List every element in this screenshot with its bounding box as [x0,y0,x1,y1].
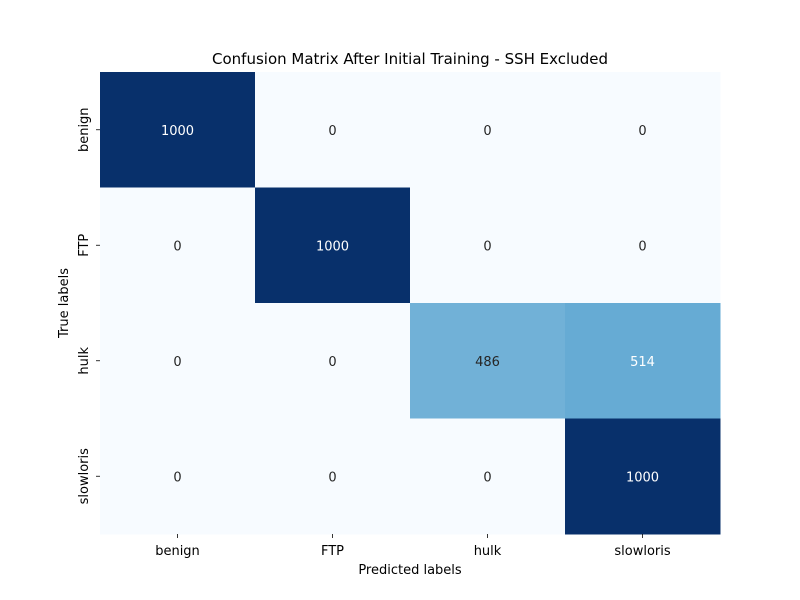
heatmap-cell-slowloris-hulk [410,418,566,535]
y-tick-label: slowloris [77,448,92,504]
heatmap-cell-FTP-FTP [255,187,411,304]
heatmap-cell-benign-slowloris [565,72,721,188]
cell-value-label: 0 [638,239,646,254]
cell-value-label: 0 [173,355,181,370]
heatmap-cell-hulk-FTP [255,303,411,419]
cell-value-label: 486 [475,355,500,370]
x-tick-label: FTP [321,544,344,559]
y-tick-label: benign [77,107,92,152]
heatmap-cell-benign-FTP [255,72,411,188]
cell-value-label: 514 [630,355,655,370]
cell-value-label: 0 [328,124,336,139]
heatmap-cell-slowloris-benign [100,418,256,535]
cell-value-label: 0 [328,355,336,370]
heatmap-cell-slowloris-FTP [255,418,411,535]
heatmap-cell-benign-benign [100,72,256,188]
cell-value-label: 0 [483,124,491,139]
cell-value-label: 0 [173,239,181,254]
cell-value-label: 0 [483,239,491,254]
y-tick-label: FTP [77,234,92,257]
heatmap-cell-benign-hulk [410,72,566,188]
cell-value-label: 0 [328,470,336,485]
heatmap-cell-FTP-slowloris [565,187,721,304]
y-tick-label: hulk [77,346,92,374]
cell-value-label: 0 [173,470,181,485]
y-axis-ticks: benign FTP hulk slowloris [77,107,100,504]
y-axis-label: True labels [57,268,72,339]
x-axis-ticks: benign FTP hulk slowloris [155,534,671,559]
cell-value-label: 1000 [316,239,349,254]
chart-title: Confusion Matrix After Initial Training … [212,50,608,68]
x-tick-label: benign [155,544,200,559]
heatmap-cell-FTP-hulk [410,187,566,304]
cell-value-label: 1000 [161,124,194,139]
x-axis-label: Predicted labels [358,563,462,578]
heatmap-cell-hulk-slowloris [565,303,721,419]
cell-value-label: 0 [638,124,646,139]
x-tick-label: slowloris [614,544,670,559]
heatmap-cells: 1000 0 0 0 0 1000 0 0 0 0 486 514 0 0 0 1000 [100,72,721,535]
cell-value-label: 0 [483,470,491,485]
cell-value-label: 1000 [626,470,659,485]
x-tick-label: hulk [474,544,502,559]
heatmap-cell-hulk-benign [100,303,256,419]
heatmap-cell-hulk-hulk [410,303,566,419]
heatmap-cell-FTP-benign [100,187,256,304]
heatmap-cell-slowloris-slowloris [565,418,721,535]
